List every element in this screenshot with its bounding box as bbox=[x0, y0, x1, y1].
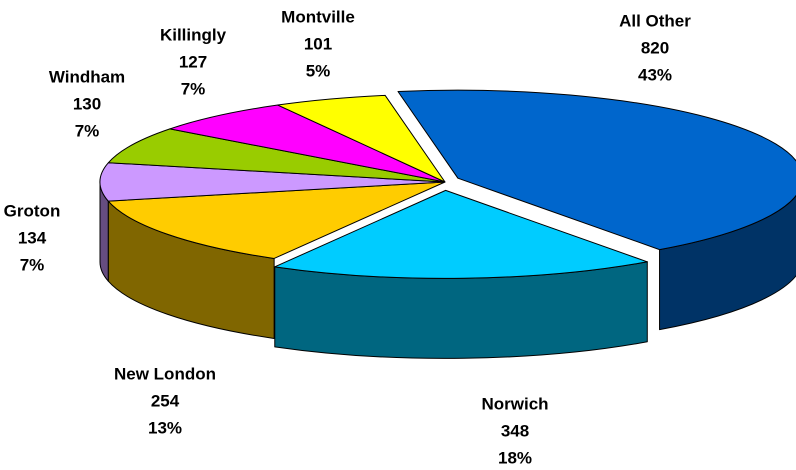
slice-value: 127 bbox=[179, 52, 207, 71]
slice bbox=[277, 94, 446, 183]
slice-value: 348 bbox=[501, 421, 529, 440]
slice-value: 101 bbox=[304, 34, 332, 53]
slice bbox=[107, 128, 446, 183]
slice-percent: 7% bbox=[75, 121, 100, 140]
slice-label: Killingly bbox=[160, 25, 227, 44]
slice bbox=[107, 181, 446, 259]
slice-percent: 13% bbox=[148, 418, 182, 437]
slice-percent: 18% bbox=[498, 448, 532, 467]
slice-percent: 7% bbox=[181, 79, 206, 98]
slice-value: 134 bbox=[18, 228, 47, 247]
slice-percent: 5% bbox=[306, 61, 331, 80]
slice bbox=[274, 189, 648, 279]
slice-percent: 43% bbox=[638, 65, 672, 84]
slice-label: Groton bbox=[4, 201, 61, 220]
slice-value: 820 bbox=[641, 38, 669, 57]
slice bbox=[99, 162, 446, 202]
slice bbox=[169, 104, 446, 183]
slice bbox=[397, 89, 796, 251]
slice-label: All Other bbox=[619, 11, 691, 30]
slice-label: Windham bbox=[49, 67, 125, 86]
slice-label: Norwich bbox=[481, 394, 548, 413]
slice-value: 254 bbox=[151, 391, 180, 410]
slice-label: New London bbox=[114, 364, 216, 383]
slice-percent: 7% bbox=[20, 255, 45, 274]
slice-label: Montville bbox=[281, 7, 355, 26]
slice-value: 130 bbox=[73, 94, 101, 113]
